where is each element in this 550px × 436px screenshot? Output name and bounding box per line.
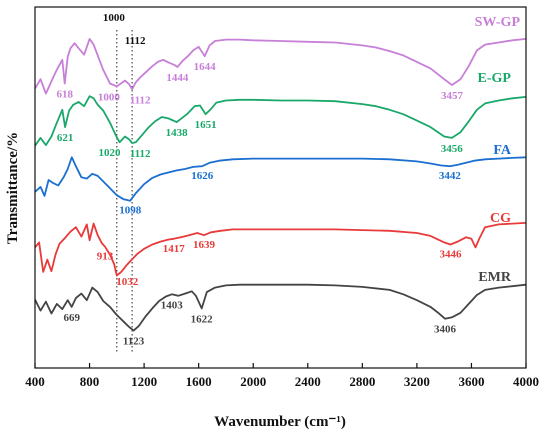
- spectra: SW-GP E-GP FA CG EMR: [34, 15, 527, 332]
- series-line-sw-gp: [34, 38, 527, 95]
- peak-label-fa-1098: 1098: [119, 205, 142, 217]
- y-axis-title: Transmittance/%: [5, 132, 21, 244]
- peak-label-e-gp-1112: 1112: [130, 148, 151, 160]
- x-axis-title: Wavenumber (cm⁻¹): [214, 414, 346, 430]
- peak-label-sw-gp-1644: 1644: [194, 61, 217, 73]
- series-name-cg: CG: [490, 211, 511, 226]
- series-name-e-gp: E-GP: [478, 71, 512, 86]
- x-tick-label-400: 400: [25, 374, 45, 389]
- x-axis-ticks: 400 800 1200 1600 2000 2400 2800 3200 3600 4000: [25, 363, 539, 389]
- peak-label-sw-gp-3457: 3457: [441, 90, 464, 102]
- peak-labels: 618 1000 1112 1444 1644 3457 621 1020 1112 1438 16…: [56, 61, 463, 347]
- x-tick-label-3200: 3200: [404, 374, 430, 389]
- plot-frame: [34, 6, 527, 369]
- peak-label-sw-gp-1000: 1000: [98, 91, 121, 103]
- peak-label-fa-3442: 3442: [439, 170, 462, 182]
- peak-label-emr-1622: 1622: [191, 313, 214, 325]
- peak-label-e-gp-1020: 1020: [99, 147, 122, 159]
- peak-label-sw-gp-1444: 1444: [166, 72, 189, 84]
- series-line-e-gp: [34, 95, 527, 147]
- series-name-sw-gp: SW-GP: [475, 15, 521, 30]
- peak-label-e-gp-1438: 1438: [166, 127, 189, 139]
- x-tick-label-2400: 2400: [295, 374, 321, 389]
- peak-label-sw-gp-1112: 1112: [130, 94, 151, 106]
- series-line-emr: [34, 283, 527, 332]
- x-tick-label-1200: 1200: [131, 374, 157, 389]
- peak-label-emr-1403: 1403: [161, 299, 184, 311]
- series-name-emr: EMR: [478, 270, 512, 285]
- peak-label-e-gp-3456: 3456: [441, 143, 464, 155]
- peak-label-sw-gp-618: 618: [56, 89, 73, 101]
- x-tick-label-800: 800: [80, 374, 100, 389]
- x-tick-label-3600: 3600: [458, 374, 484, 389]
- peak-label-cg-913: 913: [97, 251, 114, 263]
- x-tick-label-4000: 4000: [513, 374, 539, 389]
- series-line-cg: [34, 222, 527, 277]
- series-line-fa: [34, 156, 527, 202]
- peak-label-cg-1032: 1032: [116, 276, 139, 288]
- x-tick-label-1600: 1600: [186, 374, 212, 389]
- peak-label-cg-1639: 1639: [193, 239, 216, 251]
- peak-label-cg-3446: 3446: [439, 249, 462, 261]
- peak-label-emr-1123: 1123: [123, 336, 145, 348]
- peak-label-emr-669: 669: [63, 312, 80, 324]
- x-tick-label-2800: 2800: [349, 374, 375, 389]
- x-tick-label-2000: 2000: [240, 374, 266, 389]
- reference-lines: 1000 1112: [103, 12, 146, 352]
- peak-label-e-gp-621: 621: [57, 132, 74, 144]
- peak-label-emr-3406: 3406: [434, 324, 457, 336]
- peak-label-cg-1417: 1417: [163, 243, 186, 255]
- peak-label-e-gp-1651: 1651: [195, 119, 217, 131]
- reference-label-1112: 1112: [125, 35, 146, 47]
- reference-label-1000: 1000: [103, 12, 126, 24]
- series-name-fa: FA: [493, 143, 512, 158]
- peak-label-fa-1626: 1626: [191, 170, 214, 182]
